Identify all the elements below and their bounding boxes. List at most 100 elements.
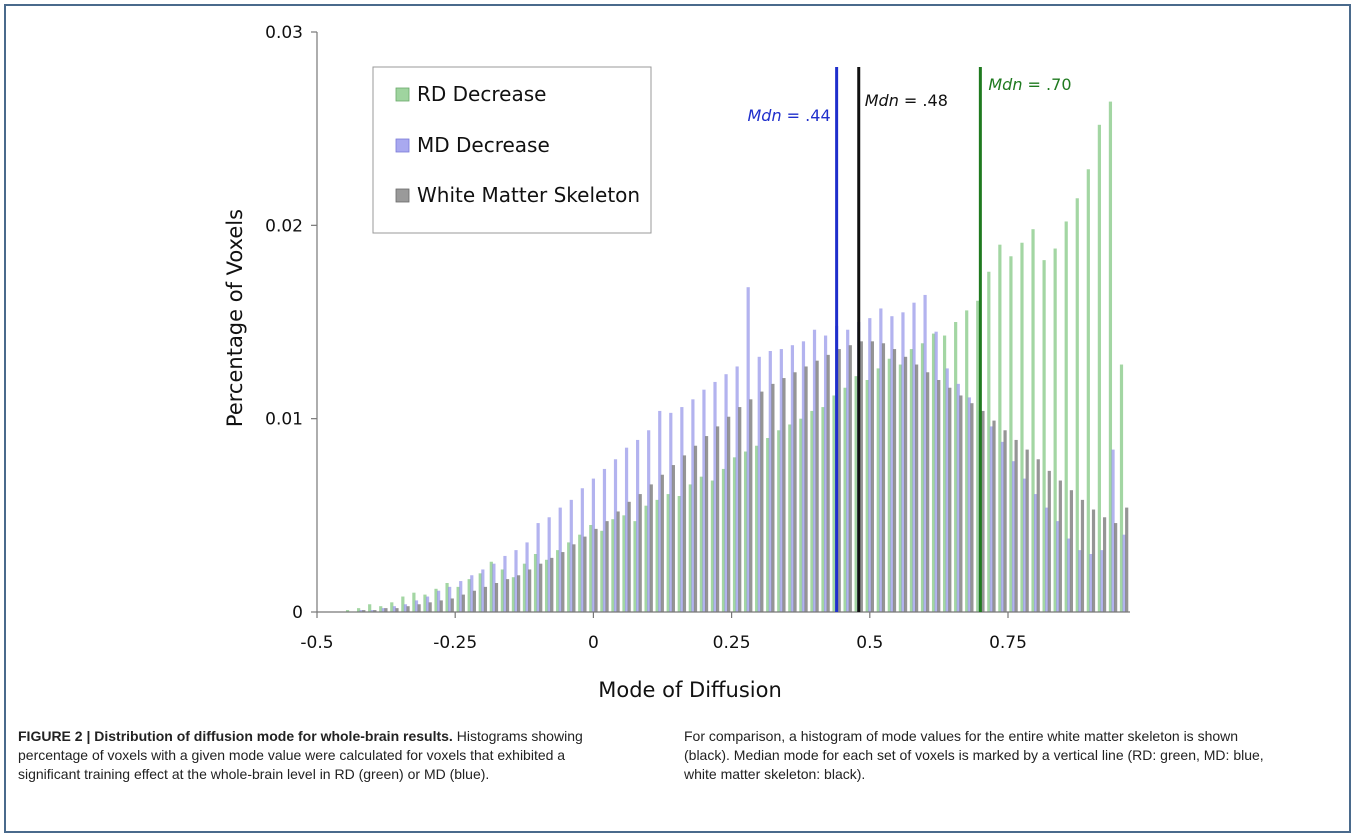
bar-wm — [649, 484, 653, 612]
bar-md — [602, 468, 607, 612]
x-axis-title: Mode of Diffusion — [598, 678, 782, 702]
bar-rd — [898, 364, 902, 612]
caption-right-text: For comparison, a histogram of mode valu… — [684, 728, 1264, 782]
median-label-rd: Mdn = .70 — [988, 75, 1071, 94]
bar-rd — [467, 579, 471, 612]
figure-caption: FIGURE 2 | Distribution of diffusion mod… — [18, 727, 1338, 827]
bar-md — [702, 389, 706, 612]
bar-rd — [1075, 198, 1079, 612]
bar-rd — [434, 588, 438, 612]
bar-md — [1034, 494, 1038, 612]
bar-rd — [1020, 242, 1024, 613]
bar-wm — [627, 501, 631, 612]
bar-rd — [522, 563, 527, 612]
bar-md — [437, 590, 441, 612]
bar-md — [901, 312, 905, 612]
bar-rd — [976, 300, 980, 612]
bar-rd — [876, 368, 880, 612]
bar-md — [1122, 534, 1126, 612]
bar-rd — [567, 542, 571, 612]
bar-wm — [561, 552, 565, 612]
bar-md — [1089, 554, 1093, 612]
caption-left-column: FIGURE 2 | Distribution of diffusion mod… — [18, 727, 618, 784]
bar-wm — [439, 600, 443, 612]
bar-wm — [749, 399, 753, 612]
bar-wm — [605, 521, 609, 612]
bar-rd — [611, 519, 615, 612]
bar-wm — [362, 610, 366, 612]
y-tick-label: 0.03 — [265, 23, 303, 43]
bar-rd — [954, 322, 958, 612]
bar-rd — [843, 387, 847, 612]
bar-wm — [539, 563, 543, 612]
bar-rd — [1042, 260, 1046, 612]
bar-rd — [544, 559, 549, 612]
bar-rd — [1086, 169, 1090, 612]
bar-rd — [799, 418, 803, 612]
bar-wm — [926, 372, 930, 612]
bar-wm — [948, 387, 952, 612]
bar-rd — [832, 395, 836, 612]
bar-rd — [345, 610, 350, 612]
bar-rd — [710, 480, 715, 612]
bar-rd — [666, 494, 670, 612]
bar-wm — [826, 354, 830, 612]
bar-rd — [500, 569, 504, 612]
bar-md — [1078, 550, 1082, 612]
y-axis-title: Percentage of Voxels — [223, 209, 247, 427]
bar-wm — [804, 366, 808, 612]
bar-rd — [998, 244, 1002, 613]
bar-rd — [622, 515, 626, 612]
bar-rd — [423, 594, 427, 612]
bar-md — [691, 399, 695, 612]
bar-wm — [1036, 459, 1040, 612]
bar-md — [967, 397, 971, 612]
ticks-layer: 0 0.01 0.02 0.03 -0.5 -0.25 0 0.25 0.5 0.75 — [265, 23, 1027, 653]
bar-md — [746, 287, 750, 612]
bar-wm — [970, 403, 974, 612]
bar-md — [790, 345, 795, 612]
bar-rd — [688, 484, 692, 612]
bar-rd — [732, 457, 737, 612]
bar-wm — [406, 606, 410, 612]
legend-label-rd: RD Decrease — [417, 82, 546, 106]
bar-rd — [589, 525, 593, 612]
bar-rd — [942, 335, 947, 612]
bar-md — [779, 349, 783, 612]
bar-wm — [494, 583, 499, 612]
bar-wm — [461, 594, 465, 612]
axes-layer — [316, 32, 1130, 613]
bar-md — [1100, 550, 1104, 612]
bar-md — [425, 596, 430, 612]
y-tick-label: 0.01 — [265, 410, 303, 430]
bar-rd — [777, 430, 781, 612]
bar-rd — [445, 583, 449, 612]
bar-wm — [793, 372, 797, 612]
bar-wm — [594, 528, 598, 612]
legend-box — [372, 66, 652, 234]
bar-wm — [782, 378, 786, 612]
bar-md — [459, 581, 463, 612]
bar-md — [713, 381, 717, 612]
bar-md — [470, 575, 474, 612]
bar-md — [912, 302, 916, 612]
bar-wm — [1125, 507, 1129, 612]
bar-wm — [738, 407, 742, 612]
bar-wm — [704, 436, 709, 612]
legend-label-wm: White Matter Skeleton — [417, 183, 640, 207]
bar-md — [1045, 507, 1049, 612]
bar-md — [1056, 521, 1060, 612]
bar-rd — [1009, 256, 1013, 612]
bar-md — [1067, 538, 1071, 612]
bar-md — [923, 294, 927, 612]
bar-md — [381, 608, 385, 612]
bar-md — [945, 368, 949, 612]
bar-md — [547, 517, 551, 612]
bar-rd — [357, 608, 361, 612]
bar-md — [680, 407, 684, 612]
bar-md — [757, 356, 761, 612]
bar-wm — [848, 345, 852, 612]
bar-rd — [655, 499, 659, 612]
bar-wm — [1014, 439, 1018, 612]
bar-wm — [1080, 499, 1085, 612]
